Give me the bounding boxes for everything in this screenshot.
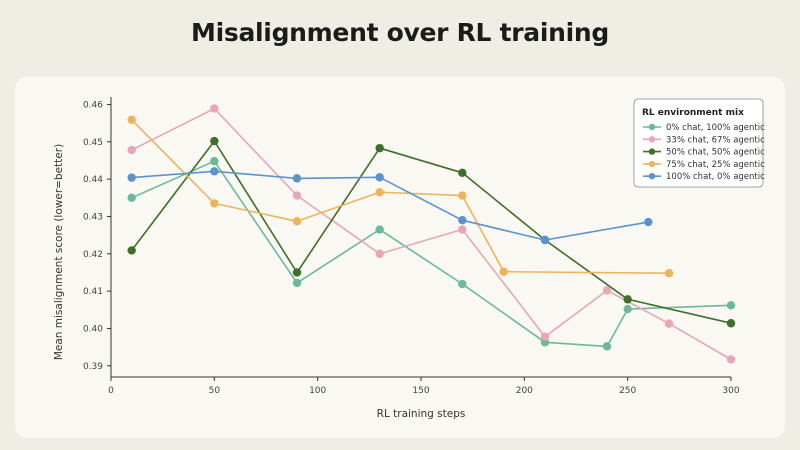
data-point bbox=[210, 199, 219, 208]
y-tick-label: 0.45 bbox=[83, 138, 103, 148]
chart-title: Misalignment over RL training bbox=[191, 18, 609, 47]
data-point bbox=[664, 319, 674, 328]
data-point bbox=[127, 193, 136, 202]
data-point bbox=[127, 145, 136, 155]
data-point bbox=[292, 174, 302, 183]
legend-swatch-marker bbox=[648, 123, 656, 131]
data-point bbox=[292, 278, 302, 288]
data-point bbox=[127, 173, 136, 182]
data-point bbox=[375, 143, 384, 153]
y-tick-label: 0.41 bbox=[83, 287, 103, 297]
data-point bbox=[375, 188, 384, 197]
x-tick-label: 150 bbox=[412, 386, 429, 396]
legend-label: 75% chat, 25% agentic bbox=[666, 160, 765, 170]
data-point bbox=[602, 286, 612, 295]
legend-label: 50% chat, 50% agentic bbox=[666, 148, 765, 158]
data-point bbox=[540, 332, 550, 341]
data-point bbox=[127, 115, 136, 124]
data-point bbox=[458, 168, 467, 177]
data-point bbox=[540, 235, 550, 245]
y-tick-label: 0.39 bbox=[83, 362, 103, 372]
legend-label: 33% chat, 67% agentic bbox=[666, 135, 765, 145]
data-point bbox=[623, 304, 632, 314]
legend-label: 0% chat, 100% agentic bbox=[666, 123, 765, 133]
x-tick-label: 0 bbox=[108, 386, 114, 396]
data-point bbox=[458, 216, 467, 225]
x-axis-label: RL training steps bbox=[377, 408, 466, 420]
data-point bbox=[210, 167, 219, 176]
x-tick-label: 50 bbox=[209, 386, 221, 396]
plot-points bbox=[127, 104, 736, 364]
data-point bbox=[602, 342, 612, 351]
x-ticks: 0 50 100 150 200 250 300 bbox=[108, 377, 740, 396]
data-point bbox=[127, 246, 136, 255]
data-point bbox=[375, 173, 384, 182]
y-tick-label: 0.42 bbox=[83, 250, 103, 260]
legend-swatch-marker bbox=[648, 136, 656, 143]
legend-swatch-marker bbox=[648, 160, 656, 168]
data-point bbox=[458, 225, 467, 234]
series-line-0 bbox=[131, 160, 732, 348]
legend-box bbox=[633, 98, 764, 188]
data-point bbox=[210, 157, 219, 166]
data-point bbox=[292, 268, 302, 277]
y-tick-label: 0.40 bbox=[83, 324, 103, 334]
legend: RL environment mix 0% chat, 100% agentic… bbox=[633, 98, 765, 188]
series-line-2 bbox=[131, 140, 732, 324]
x-tick-label: 300 bbox=[722, 386, 739, 396]
data-point bbox=[644, 217, 653, 227]
line-chart: 0.39 0.40 0.41 0.42 0.43 0.44 0.45 0.46 0 50 100 1… bbox=[53, 97, 765, 420]
x-tick-label: 200 bbox=[516, 386, 533, 396]
data-point bbox=[726, 301, 736, 310]
data-point bbox=[210, 136, 219, 146]
y-tick-label: 0.46 bbox=[83, 100, 103, 110]
data-point bbox=[458, 191, 467, 200]
data-point bbox=[292, 217, 302, 226]
data-point bbox=[375, 225, 384, 234]
data-point bbox=[292, 191, 302, 200]
legend-swatch-marker bbox=[648, 173, 656, 180]
y-ticks: 0.39 0.40 0.41 0.42 0.43 0.44 0.45 0.46 bbox=[83, 100, 111, 372]
series-line-4 bbox=[131, 170, 649, 241]
data-point bbox=[210, 104, 219, 113]
data-point bbox=[623, 295, 632, 304]
chart-card: 0.39 0.40 0.41 0.42 0.43 0.44 0.45 0.46 0 50 100 1… bbox=[15, 77, 785, 438]
y-tick-label: 0.43 bbox=[83, 212, 103, 222]
data-point bbox=[726, 319, 736, 328]
data-point bbox=[375, 249, 384, 258]
data-point bbox=[499, 267, 508, 276]
x-tick-label: 100 bbox=[309, 386, 326, 396]
legend-title: RL environment mix bbox=[642, 108, 744, 118]
data-point bbox=[726, 355, 736, 364]
y-tick-label: 0.44 bbox=[83, 175, 103, 185]
x-tick-label: 250 bbox=[619, 386, 636, 396]
legend-swatch-marker bbox=[648, 148, 656, 155]
y-axis-label: Mean misalignment score (lower=better) bbox=[53, 144, 65, 360]
data-point bbox=[664, 269, 674, 278]
data-point bbox=[458, 279, 467, 289]
legend-label: 100% chat, 0% agentic bbox=[666, 172, 765, 182]
